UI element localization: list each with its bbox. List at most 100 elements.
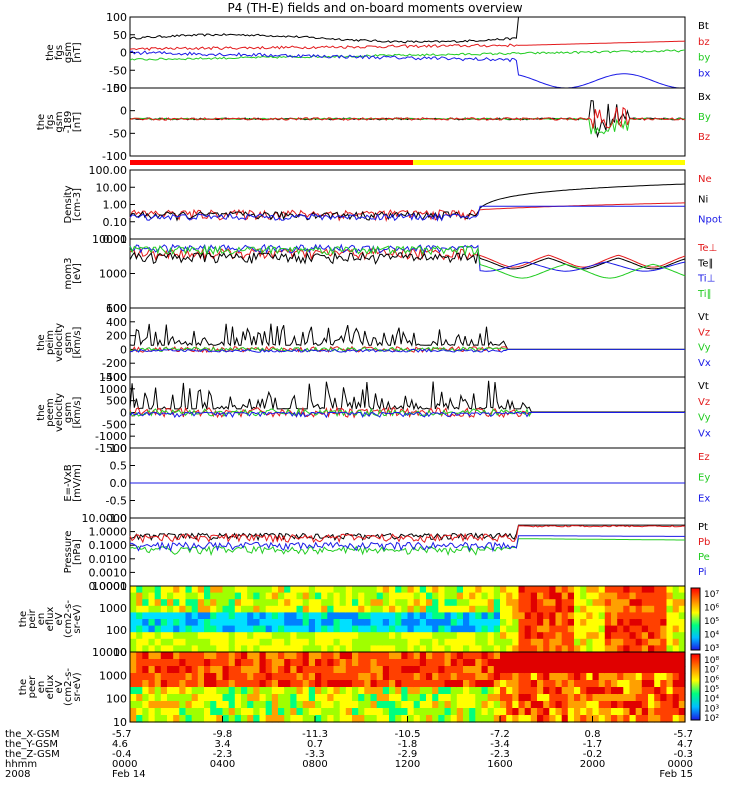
- heatmap-cell: [234, 612, 242, 620]
- heatmap-cell: [506, 586, 513, 594]
- y-tick-label: 1500: [99, 371, 127, 384]
- heatmap-cell: [413, 605, 421, 613]
- heatmap-cell: [191, 708, 199, 716]
- heatmap-cell: [395, 632, 402, 640]
- heatmap-cell: [370, 715, 378, 723]
- heatmap-cell: [623, 694, 631, 702]
- heatmap-cell: [518, 592, 526, 600]
- heatmap-cell: [370, 586, 378, 594]
- heatmap-cell: [136, 652, 143, 660]
- heatmap-cell: [296, 666, 304, 674]
- heatmap-cell: [253, 687, 261, 695]
- heatmap-cell: [493, 666, 501, 674]
- heatmap-cell: [265, 680, 273, 688]
- heatmap-cell: [493, 586, 501, 594]
- heatmap-cell: [672, 612, 680, 620]
- heatmap-cell: [450, 701, 458, 709]
- heatmap-cell: [604, 592, 612, 600]
- heatmap-cell: [469, 592, 476, 600]
- heatmap-cell: [204, 632, 211, 640]
- heatmap-cell: [271, 708, 279, 716]
- heatmap-cell: [278, 687, 285, 695]
- heatmap-cell: [296, 680, 304, 688]
- heatmap-cell: [469, 619, 476, 627]
- colorbar-label: 10⁸: [704, 656, 719, 666]
- heatmap-cell: [130, 632, 137, 640]
- heatmap-cell: [678, 612, 686, 620]
- heatmap-cell: [487, 687, 495, 695]
- heatmap-cell: [475, 632, 483, 640]
- y-axis-label: gsm: [63, 402, 74, 423]
- heatmap-cell: [524, 652, 532, 660]
- heatmap-cell: [537, 687, 544, 695]
- z-value-label: -0.4: [112, 749, 132, 760]
- heatmap-cell: [530, 708, 538, 716]
- heatmap-cell: [352, 652, 359, 660]
- heatmap-cell: [463, 605, 470, 613]
- heatmap-cell: [234, 708, 242, 716]
- heatmap-cell: [265, 652, 273, 660]
- heatmap-cell: [481, 652, 489, 660]
- heatmap-cell: [586, 666, 594, 674]
- heatmap-cell: [648, 632, 655, 640]
- x-value-label: -5.7: [673, 729, 693, 740]
- y-tick-label: 10.0000: [82, 512, 128, 525]
- heatmap-cell: [142, 625, 150, 633]
- heatmap-cell: [364, 605, 372, 613]
- heatmap-cell: [475, 673, 483, 681]
- heatmap-cell: [469, 701, 476, 709]
- heatmap-cell: [315, 673, 322, 681]
- heatmap-cell: [407, 708, 415, 716]
- heatmap-cell: [500, 652, 507, 660]
- colorbar-label: 10⁷: [704, 590, 719, 600]
- heatmap-cell: [154, 694, 162, 702]
- heatmap-cell: [537, 612, 544, 620]
- heatmap-cell: [481, 638, 489, 646]
- heatmap-cell: [530, 625, 538, 633]
- heatmap-cell: [543, 638, 550, 646]
- heatmap-cell: [672, 625, 680, 633]
- y-tick-label: 0.0010: [89, 566, 128, 579]
- heatmap-cell: [197, 652, 205, 660]
- heatmap-cell: [197, 625, 205, 633]
- heatmap-cell: [278, 612, 285, 620]
- heatmap-cell: [265, 645, 273, 653]
- heatmap-cell: [148, 625, 156, 633]
- heatmap-cell: [191, 694, 199, 702]
- heatmap-cell: [284, 645, 291, 653]
- time-label: 2000: [580, 759, 605, 770]
- heatmap-cell: [493, 708, 501, 716]
- heatmap-cell: [327, 694, 335, 702]
- heatmap-cell: [543, 708, 550, 716]
- heatmap-cell: [259, 625, 267, 633]
- heatmap-cell: [241, 625, 248, 633]
- heatmap-cell: [389, 625, 396, 633]
- heatmap-cell: [604, 612, 612, 620]
- heatmap-cell: [327, 673, 335, 681]
- heatmap-cell: [241, 708, 248, 716]
- heatmap-cell: [518, 638, 526, 646]
- heatmap-cell: [524, 619, 532, 627]
- heatmap-cell: [574, 619, 581, 627]
- heatmap-cell: [500, 680, 507, 688]
- heatmap-cell: [635, 694, 643, 702]
- heatmap-cell: [518, 715, 526, 723]
- heatmap-cell: [432, 625, 439, 633]
- heatmap-cell: [315, 659, 322, 667]
- heatmap-cell: [339, 652, 347, 660]
- heatmap-cell: [197, 605, 205, 613]
- heatmap-cell: [617, 645, 624, 653]
- heatmap-cell: [234, 715, 242, 723]
- heatmap-cell: [413, 708, 421, 716]
- heatmap-cell: [635, 625, 643, 633]
- heatmap-cell: [660, 638, 668, 646]
- heatmap-cell: [617, 666, 624, 674]
- heatmap-cell: [524, 701, 532, 709]
- heatmap-cell: [222, 694, 230, 702]
- series-line-ti⊥: [129, 243, 686, 272]
- heatmap-cell: [389, 645, 396, 653]
- heatmap-cell: [598, 632, 606, 640]
- heatmap-cell: [284, 592, 291, 600]
- heatmap-cell: [222, 645, 230, 653]
- series-line-ni: [129, 183, 686, 222]
